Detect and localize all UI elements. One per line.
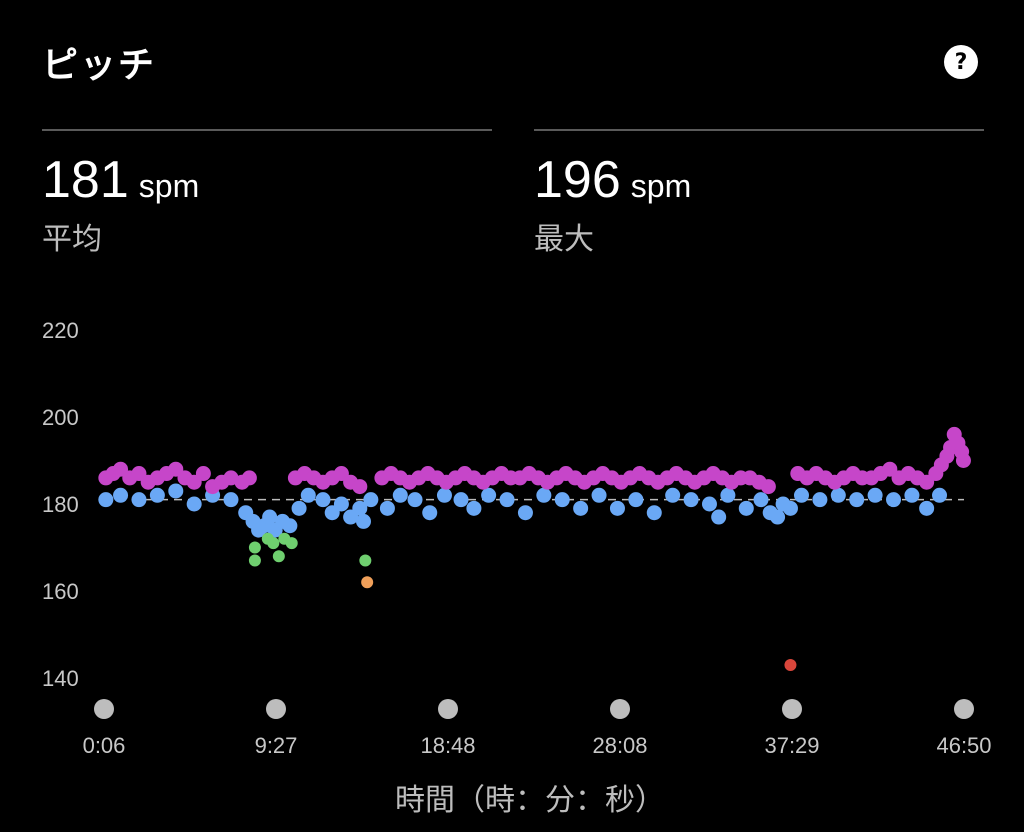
data-point bbox=[352, 500, 368, 516]
y-axis: 140 160 180 200 220 bbox=[42, 318, 79, 691]
data-point bbox=[886, 492, 902, 508]
x-tick-label: 28:08 bbox=[592, 733, 647, 758]
y-tick-label: 140 bbox=[42, 666, 79, 691]
data-point bbox=[131, 492, 147, 508]
data-point bbox=[272, 550, 285, 563]
data-point bbox=[355, 513, 371, 529]
data-point bbox=[195, 466, 211, 482]
data-point bbox=[573, 500, 589, 516]
data-point bbox=[753, 492, 769, 508]
data-point bbox=[248, 554, 261, 567]
divider-right bbox=[534, 129, 984, 131]
x-tick-dot bbox=[954, 699, 974, 719]
data-point bbox=[554, 492, 570, 508]
data-point bbox=[646, 505, 662, 521]
data-point bbox=[867, 487, 883, 503]
data-point bbox=[793, 487, 809, 503]
data-point bbox=[392, 487, 408, 503]
data-point bbox=[760, 479, 776, 495]
average-value: 181 spm bbox=[42, 150, 199, 210]
data-point bbox=[285, 537, 298, 550]
x-tick-dot bbox=[266, 699, 286, 719]
data-point bbox=[711, 509, 727, 525]
data-point bbox=[665, 487, 681, 503]
y-tick-label: 180 bbox=[42, 492, 79, 517]
data-point bbox=[628, 492, 644, 508]
data-point bbox=[262, 509, 278, 525]
data-point bbox=[363, 492, 379, 508]
x-axis-title: 時間（時：分：秒） bbox=[395, 783, 665, 818]
x-tick-dot bbox=[610, 699, 630, 719]
data-point bbox=[701, 496, 717, 512]
data-point bbox=[591, 487, 607, 503]
data-point bbox=[422, 505, 438, 521]
data-point bbox=[436, 487, 452, 503]
x-tick-label: 46:50 bbox=[936, 733, 991, 758]
data-point bbox=[241, 470, 257, 486]
max-label: 最大 bbox=[534, 222, 594, 257]
data-point bbox=[481, 487, 497, 503]
x-tick-label: 37:29 bbox=[764, 733, 819, 758]
data-point bbox=[352, 479, 368, 495]
data-point bbox=[267, 537, 280, 550]
data-point bbox=[248, 541, 261, 554]
data-point bbox=[466, 500, 482, 516]
x-tick-dot bbox=[782, 699, 802, 719]
data-point bbox=[849, 492, 865, 508]
data-point bbox=[282, 518, 298, 534]
data-point bbox=[291, 500, 307, 516]
data-point bbox=[720, 487, 736, 503]
data-point bbox=[359, 554, 372, 567]
data-points bbox=[98, 426, 971, 671]
data-point bbox=[812, 492, 828, 508]
data-point bbox=[536, 487, 552, 503]
x-tick-label: 0:06 bbox=[83, 733, 126, 758]
data-point bbox=[113, 487, 129, 503]
data-point bbox=[782, 500, 798, 516]
max-number: 196 bbox=[534, 151, 621, 209]
data-point bbox=[738, 500, 754, 516]
data-point bbox=[315, 492, 331, 508]
data-point bbox=[517, 505, 533, 521]
data-point bbox=[300, 487, 316, 503]
data-point bbox=[609, 500, 625, 516]
x-tick-dot bbox=[438, 699, 458, 719]
question-circle-icon: ? bbox=[954, 49, 968, 75]
help-button[interactable]: ? bbox=[944, 45, 978, 79]
data-point bbox=[333, 496, 349, 512]
data-point bbox=[223, 492, 239, 508]
data-point bbox=[407, 492, 423, 508]
data-point bbox=[932, 487, 948, 503]
data-point bbox=[98, 492, 114, 508]
data-point bbox=[784, 658, 797, 671]
data-point bbox=[186, 496, 202, 512]
data-point bbox=[683, 492, 699, 508]
average-number: 181 bbox=[42, 151, 129, 209]
data-point bbox=[499, 492, 515, 508]
page-title: ピッチ bbox=[42, 45, 157, 86]
data-point bbox=[830, 487, 846, 503]
y-tick-label: 200 bbox=[42, 405, 79, 430]
average-unit: spm bbox=[138, 168, 200, 204]
max-value: 196 spm bbox=[534, 150, 691, 210]
data-point bbox=[149, 487, 165, 503]
data-point bbox=[919, 500, 935, 516]
data-point bbox=[168, 483, 184, 499]
divider-left bbox=[42, 129, 492, 131]
x-tick-label: 18:48 bbox=[420, 733, 475, 758]
data-point bbox=[453, 492, 469, 508]
data-point bbox=[955, 453, 971, 468]
x-axis: 0:06 9:27 18:48 28:08 37:29 46:50 bbox=[83, 699, 992, 758]
average-label: 平均 bbox=[42, 222, 102, 257]
x-tick-dot bbox=[94, 699, 114, 719]
data-point bbox=[379, 500, 395, 516]
data-point bbox=[904, 487, 920, 503]
y-tick-label: 160 bbox=[42, 579, 79, 604]
data-point bbox=[361, 576, 374, 589]
x-tick-label: 9:27 bbox=[255, 733, 298, 758]
max-unit: spm bbox=[630, 168, 692, 204]
data-point bbox=[770, 509, 786, 525]
y-tick-label: 220 bbox=[42, 318, 79, 343]
